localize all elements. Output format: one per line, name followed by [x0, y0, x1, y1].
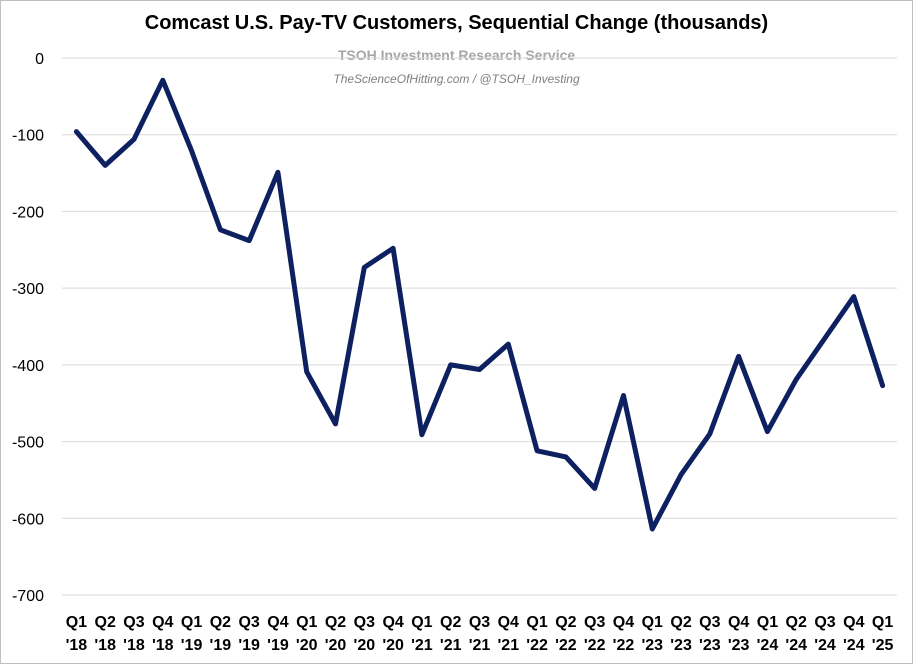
y-tick-label: -500 — [12, 435, 44, 452]
x-tick-label: Q3'21 — [469, 614, 491, 654]
x-tick-label: Q1'19 — [181, 614, 203, 654]
x-tick-label: Q4'23 — [728, 614, 750, 654]
y-tick-label: -200 — [12, 204, 44, 221]
x-tick-label: Q3'19 — [238, 614, 260, 654]
x-tick-label: Q1'25 — [872, 614, 894, 654]
x-tick-label: Q3'20 — [354, 614, 376, 654]
x-tick-label: Q1'24 — [757, 614, 779, 654]
x-tick-label: Q4'22 — [613, 614, 635, 654]
x-tick-label: Q2'20 — [325, 614, 347, 654]
x-tick-label: Q1'18 — [66, 614, 88, 654]
y-tick-label: -400 — [12, 358, 44, 375]
x-tick-label: Q4'18 — [152, 614, 174, 654]
x-tick-label: Q2'21 — [440, 614, 462, 654]
chart-title: Comcast U.S. Pay-TV Customers, Sequentia… — [144, 12, 769, 34]
series-line — [73, 77, 886, 532]
x-tick-label: Q2'18 — [94, 614, 116, 654]
gridlines — [62, 57, 897, 596]
x-tick-label: Q2'24 — [785, 614, 807, 654]
x-tick-label: Q1'20 — [296, 614, 318, 654]
x-tick-label: Q3'22 — [584, 614, 606, 654]
x-tick-label: Q3'24 — [814, 614, 836, 654]
x-tick-label: Q1'22 — [526, 614, 548, 654]
x-tick-label: Q2'23 — [670, 614, 692, 654]
watermark-title: TSOH Investment Research Service — [337, 47, 576, 63]
x-tick-label: Q4'24 — [843, 614, 865, 654]
y-axis-tick-labels: 0 -100 -200 -300 -400 -500 -600 -700 — [12, 51, 44, 605]
x-tick-label: Q1'23 — [641, 614, 663, 654]
y-tick-label: -600 — [12, 511, 44, 528]
y-tick-label: -300 — [12, 281, 44, 298]
x-tick-label: Q1'21 — [411, 614, 433, 654]
x-tick-label: Q4'19 — [267, 614, 289, 654]
x-tick-label: Q2'19 — [210, 614, 232, 654]
y-tick-label: -100 — [12, 128, 44, 145]
x-tick-label: Q4'21 — [497, 614, 519, 654]
x-tick-label: Q2'22 — [555, 614, 577, 654]
y-tick-label: 0 — [35, 51, 44, 68]
x-tick-label: Q3'18 — [123, 614, 145, 654]
x-axis-tick-labels: Q1'18 Q2'18 Q3'18 Q4'18 Q1'19 Q2'19 Q3'19 Q4'19… — [66, 614, 894, 654]
y-tick-label: -700 — [12, 588, 44, 605]
series-line-group — [73, 77, 886, 532]
x-tick-label: Q4'20 — [382, 614, 404, 654]
watermark-subtitle: TheScienceOfHitting.com / @TSOH_Investin… — [333, 72, 580, 86]
x-tick-label: Q3'23 — [699, 614, 721, 654]
